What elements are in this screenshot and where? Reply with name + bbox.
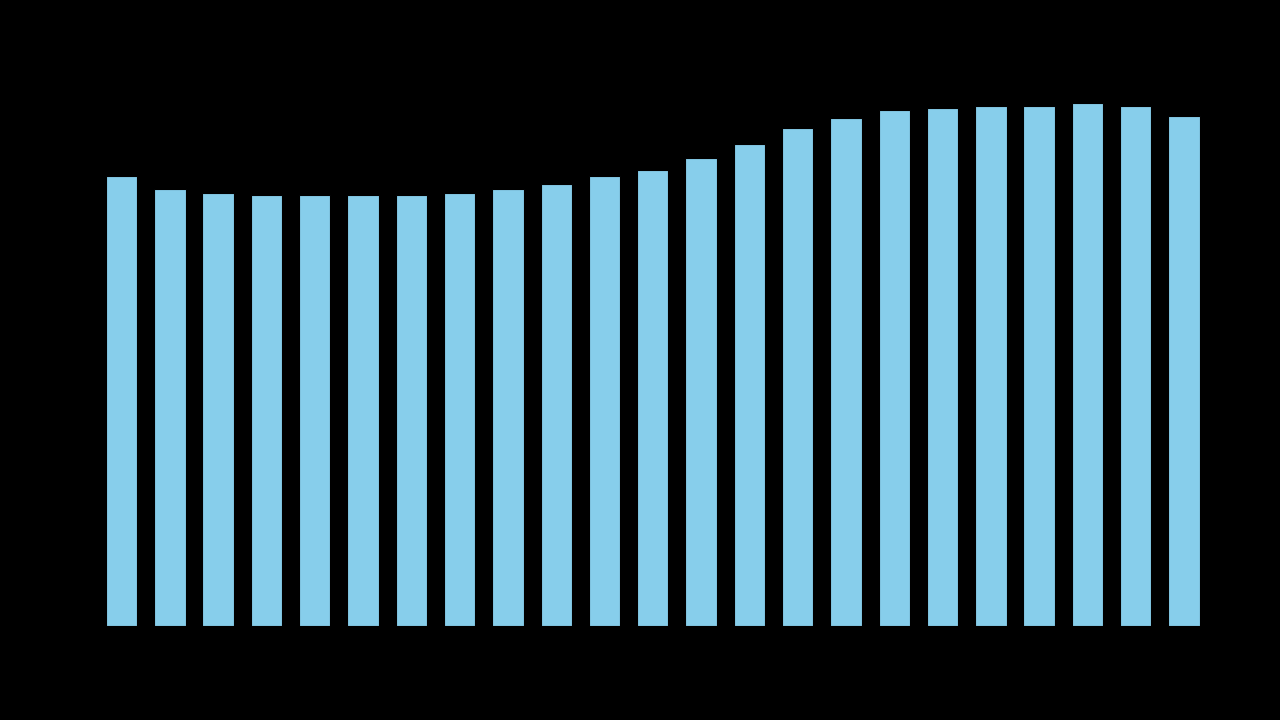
Bar xyxy=(106,176,137,626)
Bar xyxy=(733,144,765,626)
Bar xyxy=(493,189,524,626)
Bar xyxy=(1071,102,1103,626)
Bar xyxy=(396,195,428,626)
Bar xyxy=(831,118,861,626)
Bar xyxy=(878,110,910,626)
Bar xyxy=(154,189,186,626)
Bar xyxy=(975,107,1006,626)
Bar xyxy=(202,194,234,626)
Bar xyxy=(444,194,475,626)
Bar xyxy=(637,170,668,626)
Bar xyxy=(251,195,282,626)
Bar xyxy=(347,195,379,626)
Bar xyxy=(1120,107,1152,626)
Bar xyxy=(300,195,330,626)
Bar xyxy=(540,184,572,626)
Bar xyxy=(782,128,813,626)
Bar xyxy=(685,158,717,626)
Bar xyxy=(1024,107,1055,626)
Bar xyxy=(589,176,621,626)
Bar xyxy=(927,109,959,626)
Bar xyxy=(1169,117,1199,626)
